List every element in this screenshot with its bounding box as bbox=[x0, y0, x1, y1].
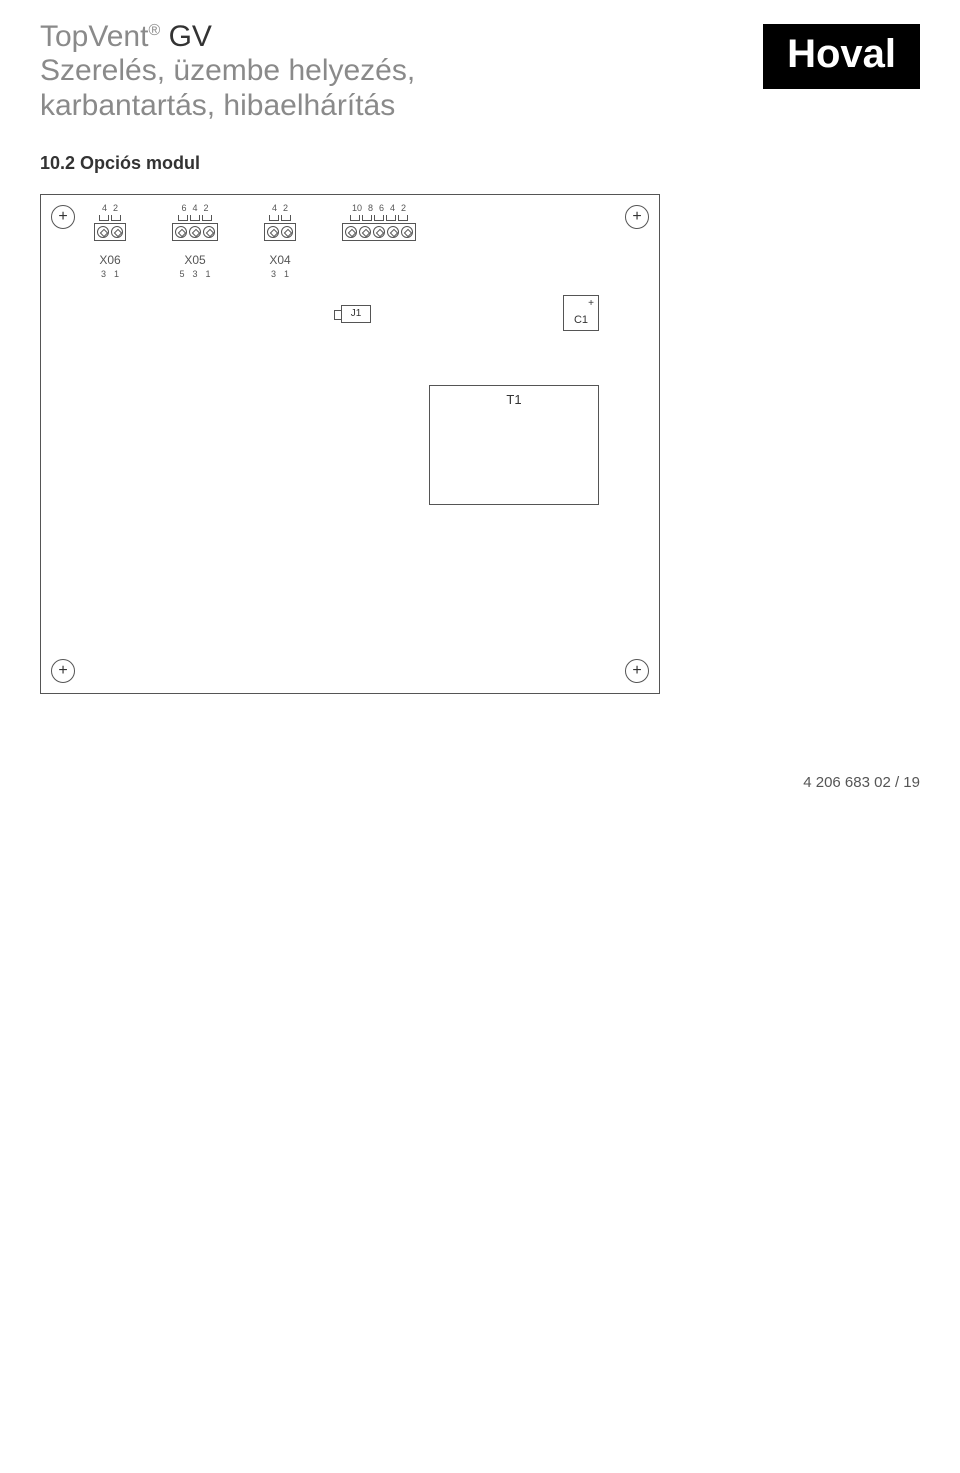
pcb-diagram: + + + + 42 642 42 108642 X0631 X05531 X0431 J… bbox=[40, 194, 660, 694]
top-label-row: X0631 X05531 X0431 bbox=[91, 253, 609, 279]
registered-mark: ® bbox=[148, 22, 160, 39]
terminal-group: 108642 bbox=[339, 203, 419, 241]
product-suffix: GV bbox=[169, 20, 212, 53]
terminal-group: 642 bbox=[169, 203, 221, 241]
page-header: TopVent® GV Szerelés, üzembe helyezés, k… bbox=[40, 20, 920, 123]
mount-hole-tr: + bbox=[625, 205, 649, 229]
diagram-container: + + + + 42 642 42 108642 X0631 X05531 X0431 J… bbox=[40, 194, 660, 694]
page-footer: 4 206 683 02 / 19 bbox=[40, 774, 920, 791]
transformer-t1: T1 bbox=[429, 385, 599, 505]
mount-hole-tl: + bbox=[51, 205, 75, 229]
terminal-label: X0431 bbox=[261, 253, 299, 279]
subtitle-line2: karbantartás, hibaelhárítás bbox=[40, 89, 763, 124]
title-block: TopVent® GV Szerelés, üzembe helyezés, k… bbox=[40, 20, 763, 123]
subtitle-line1: Szerelés, üzembe helyezés, bbox=[40, 54, 763, 89]
mount-hole-bl: + bbox=[51, 659, 75, 683]
mount-hole-br: + bbox=[625, 659, 649, 683]
capacitor-c1: + C1 bbox=[563, 295, 599, 331]
section-title: 10.2 Opciós modul bbox=[40, 153, 920, 174]
product-title: TopVent® GV bbox=[40, 20, 763, 54]
product-line: TopVent bbox=[40, 20, 148, 53]
top-terminal-row: 42 642 42 108642 bbox=[91, 203, 609, 241]
jumper-j1: J1 bbox=[341, 305, 371, 323]
c1-plus: + bbox=[588, 298, 594, 309]
terminal-group: 42 bbox=[261, 203, 299, 241]
terminal-label: X05531 bbox=[169, 253, 221, 279]
terminal-label: X0631 bbox=[91, 253, 129, 279]
brand-logo: Hoval bbox=[763, 24, 920, 89]
c1-label: C1 bbox=[564, 314, 598, 326]
terminal-group: 42 bbox=[91, 203, 129, 241]
